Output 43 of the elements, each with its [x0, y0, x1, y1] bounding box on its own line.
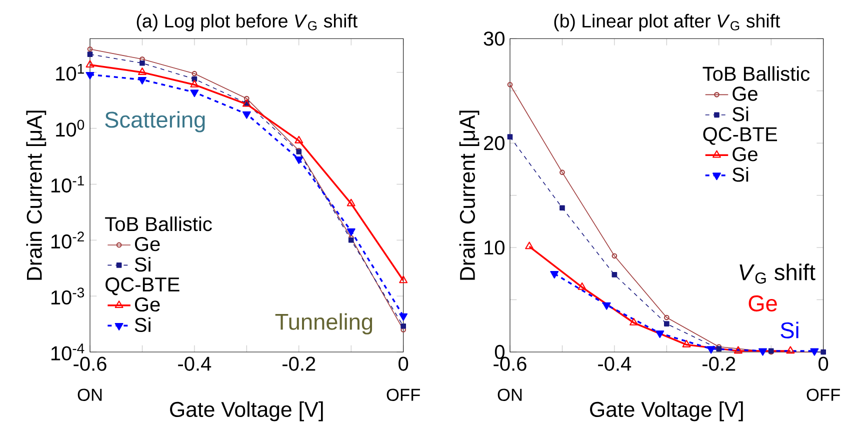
legend-label: Si — [732, 167, 748, 182]
annotation: ToB Ballistic — [702, 66, 810, 82]
annotation: Si — [780, 322, 798, 339]
chart-title: (a) Log plot before V$_{G}$ shift — [136, 14, 358, 32]
y-tick-label: 10$^{-3}$ — [51, 288, 84, 305]
x-tick-label: 0 — [398, 356, 408, 372]
x-tick-label: 0 — [818, 356, 828, 372]
legend-label: Ge — [732, 147, 758, 162]
y-tick-label: 10$^{-2}$ — [51, 232, 84, 249]
x-tick-label: -0.4 — [178, 356, 212, 372]
x-axis-title: Gate Voltage [V] — [170, 402, 323, 422]
x-tick-label: -0.2 — [282, 356, 316, 372]
x-tick-label: -0.6 — [494, 356, 526, 372]
x-tick-label: -0.2 — [702, 356, 736, 372]
annotation: QC-BTE — [703, 127, 778, 146]
legend-label: Ge — [134, 237, 160, 252]
legend-label: Si — [732, 106, 748, 122]
y-tick-label: 30 — [484, 32, 504, 46]
annotation: V$_{G}$ shift — [740, 264, 816, 284]
annotation: ToB Ballistic — [105, 216, 212, 232]
y-tick-label: 10$^{1}$ — [56, 64, 84, 81]
y-axis-title: Drain Current [μA] — [26, 110, 46, 280]
y-tick-label: 20 — [484, 136, 504, 150]
chart-title: (b) Linear plot after V$_{G}$ shift — [554, 14, 780, 32]
legend-label: Ge — [134, 298, 160, 312]
annotation: Scattering — [105, 111, 205, 132]
x-tick-label: -0.4 — [598, 356, 632, 372]
annotation: Ge — [748, 296, 777, 312]
annotation: QC-BTE — [106, 278, 180, 296]
y-tick-label: 10$^{-1}$ — [51, 176, 84, 193]
y-axis-title: Drain Current [μA] — [459, 110, 480, 280]
text: ON — [498, 388, 522, 402]
y-tick-label: 0 — [494, 345, 504, 360]
y-tick-label: 10 — [484, 240, 504, 255]
y-tick-label: 10$^{0}$ — [56, 120, 84, 137]
text: OFF — [386, 388, 420, 402]
legend-label: Ge — [732, 86, 758, 101]
annotation: Tunneling — [275, 313, 372, 335]
legend-label: Si — [134, 318, 150, 332]
legend-label: Si — [134, 257, 150, 272]
x-axis-title: Gate Voltage [V] — [590, 402, 743, 422]
text: ON — [78, 388, 102, 402]
text: OFF — [806, 388, 840, 402]
